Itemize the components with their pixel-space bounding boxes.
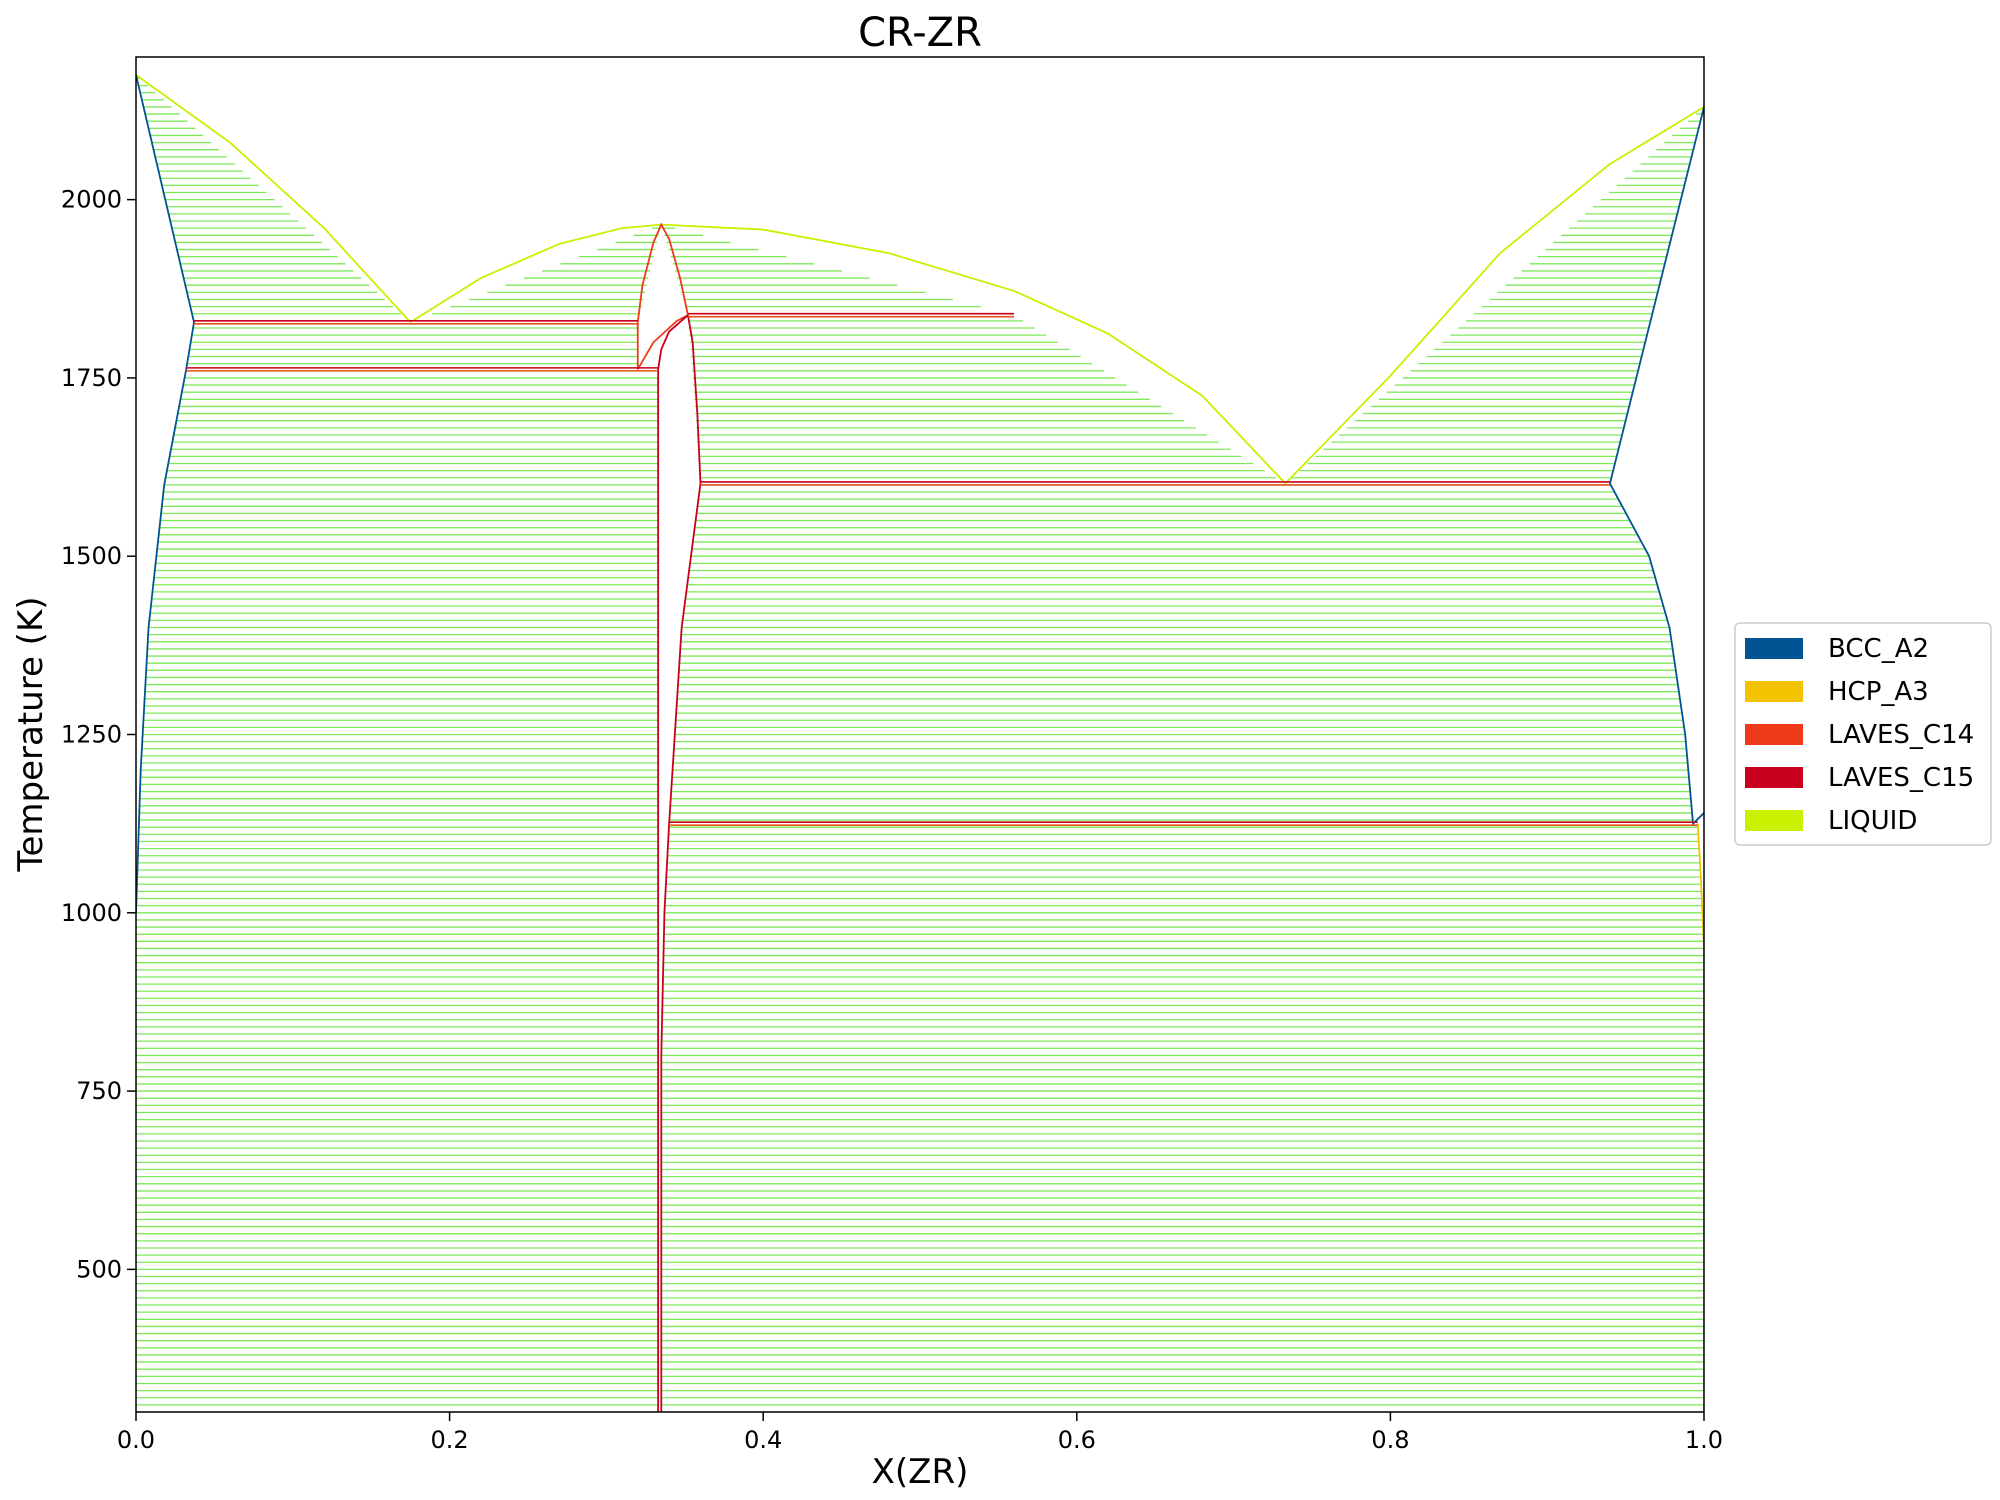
legend-swatch-hcp-a3	[1745, 681, 1803, 702]
phase-boundary-hcp-a3	[1696, 823, 1704, 1412]
phase-boundary-bcc-a2	[1608, 106, 1704, 826]
legend-label-laves-c15: LAVES_C15	[1828, 763, 1974, 793]
legend-swatch-bcc-a2	[1745, 638, 1803, 659]
y-tick-label: 1750	[61, 364, 122, 392]
invariant-lines	[186, 312, 1698, 826]
legend-swatch-laves-c14	[1745, 724, 1803, 745]
y-axis-label: Temperature (K)	[11, 596, 51, 872]
phase-boundary-laves-c15	[657, 314, 689, 1412]
phase-boundaries	[136, 74, 1704, 1412]
legend: BCC_A2 HCP_A3 LAVES_C14 LAVES_C15 LIQUID	[1734, 622, 1992, 846]
legend-swatch-laves-c15	[1745, 767, 1803, 788]
y-tick-label: 500	[76, 1255, 122, 1283]
x-tick-label: 1.0	[1685, 1426, 1723, 1454]
legend-frame	[1734, 622, 1992, 846]
phase-boundary-bcc-a2	[136, 74, 195, 913]
y-tick-label: 2000	[61, 186, 122, 214]
legend-label-hcp-a3: HCP_A3	[1828, 677, 1929, 707]
legend-label-bcc-a2: BCC_A2	[1828, 634, 1929, 664]
y-tick-label: 1250	[61, 721, 122, 749]
phase-boundary-liquid	[1284, 106, 1704, 485]
phase-boundary-liquid	[661, 223, 1286, 485]
phase-boundary-laves-c14	[636, 222, 689, 323]
x-tick-label: 0.8	[1371, 1426, 1409, 1454]
x-tick-label: 0.4	[744, 1426, 782, 1454]
tie-lines	[136, 77, 1704, 1412]
phase-boundary-liquid	[136, 74, 412, 323]
legend-label-laves-c14: LAVES_C14	[1828, 720, 1974, 750]
x-axis-ticks: 0.0 0.2 0.4 0.6 0.8 1.0	[117, 1412, 1723, 1454]
phase-boundary-laves-c15	[687, 315, 702, 484]
y-tick-label: 1500	[61, 542, 122, 570]
y-axis-ticks: 500 750 1000 1250 1500 1750 2000	[61, 186, 136, 1283]
phase-boundary-laves-c14	[636, 314, 689, 370]
chart-title: CR-ZR	[858, 10, 982, 56]
x-tick-label: 0.2	[431, 1426, 469, 1454]
x-tick-label: 0.0	[117, 1426, 155, 1454]
legend-label-liquid: LIQUID	[1828, 806, 1917, 836]
x-axis-label: X(ZR)	[872, 1452, 969, 1492]
y-tick-label: 750	[76, 1077, 122, 1105]
legend-swatch-liquid	[1745, 810, 1803, 831]
phase-boundary-liquid	[409, 223, 662, 324]
phase-boundary-laves-c15	[660, 483, 702, 1412]
y-tick-label: 1000	[61, 899, 122, 927]
x-tick-label: 0.6	[1058, 1426, 1096, 1454]
